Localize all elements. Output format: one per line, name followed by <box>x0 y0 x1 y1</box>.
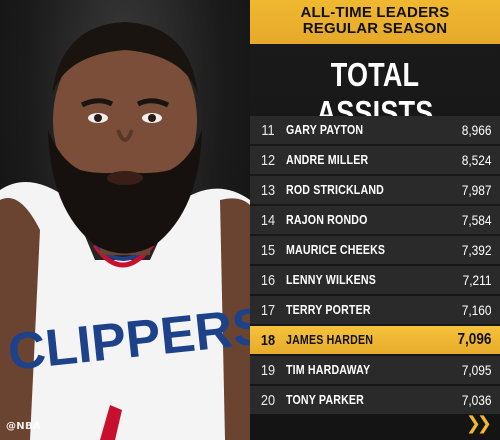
assist-total: 8,524 <box>461 152 492 168</box>
list-item: 16 LENNY WILKENS 7,211 <box>250 266 500 294</box>
assist-total: 7,211 <box>462 272 492 288</box>
assist-total: 7,036 <box>461 392 492 408</box>
rank-number: 16 <box>260 271 276 289</box>
player-name: TERRY PORTER <box>286 303 371 317</box>
list-item: 13 ROD STRICKLAND 7,987 <box>250 176 500 204</box>
assist-total: 7,160 <box>461 302 492 318</box>
player-name: TIM HARDAWAY <box>286 363 371 377</box>
player-name: ROD STRICKLAND <box>286 183 385 197</box>
rank-number: 17 <box>260 301 276 319</box>
list-item: 12 ANDRE MILLER 8,524 <box>250 146 500 174</box>
player-illustration: CLIPPERS <box>0 30 250 440</box>
nba-watermark: @NBA <box>6 421 41 432</box>
player-name: MAURICE CHEEKS <box>286 243 386 257</box>
assist-total: 7,096 <box>457 331 492 348</box>
list-item: 14 RAJON RONDO 7,584 <box>250 206 500 234</box>
leaders-list: 11 GARY PAYTON 8,966 12 ANDRE MILLER 8,5… <box>250 116 500 416</box>
player-name: RAJON RONDO <box>286 213 368 227</box>
list-item: 15 MAURICE CHEEKS 7,392 <box>250 236 500 264</box>
rank-number: 19 <box>260 361 276 379</box>
player-name: JAMES HARDEN <box>286 333 374 347</box>
list-item: 20 TONY PARKER 7,036 <box>250 386 500 414</box>
player-photo: CLIPPERS @NBA <box>0 0 250 440</box>
list-item: 11 GARY PAYTON 8,966 <box>250 116 500 144</box>
list-item: 17 TERRY PORTER 7,160 <box>250 296 500 324</box>
rank-number: 11 <box>261 121 275 139</box>
rank-number: 18 <box>260 331 276 349</box>
list-item-highlighted: 18 JAMES HARDEN 7,096 <box>250 326 500 354</box>
list-item: 19 TIM HARDAWAY 7,095 <box>250 356 500 384</box>
rank-number: 15 <box>260 241 276 259</box>
rank-number: 13 <box>260 181 276 199</box>
player-name: GARY PAYTON <box>286 123 364 137</box>
banner-line-1: ALL-TIME LEADERS <box>300 4 450 21</box>
assist-total: 8,966 <box>461 122 492 138</box>
assist-total: 7,584 <box>461 212 492 228</box>
assist-total: 7,392 <box>461 242 492 258</box>
player-name: ANDRE MILLER <box>286 153 369 167</box>
leaderboard-panel: ALL-TIME LEADERS REGULAR SEASON TOTAL AS… <box>250 0 500 440</box>
player-name: TONY PARKER <box>286 393 365 407</box>
header-banner: ALL-TIME LEADERS REGULAR SEASON <box>250 0 500 44</box>
player-name: LENNY WILKENS <box>286 273 376 287</box>
assist-total: 7,095 <box>461 362 492 378</box>
rank-number: 20 <box>260 391 276 409</box>
banner-line-2: REGULAR SEASON <box>302 20 448 37</box>
rank-number: 14 <box>260 211 276 229</box>
double-chevron-right-icon[interactable]: ❯❯ <box>465 413 492 434</box>
rank-number: 12 <box>260 151 276 169</box>
assist-total: 7,987 <box>461 182 492 198</box>
